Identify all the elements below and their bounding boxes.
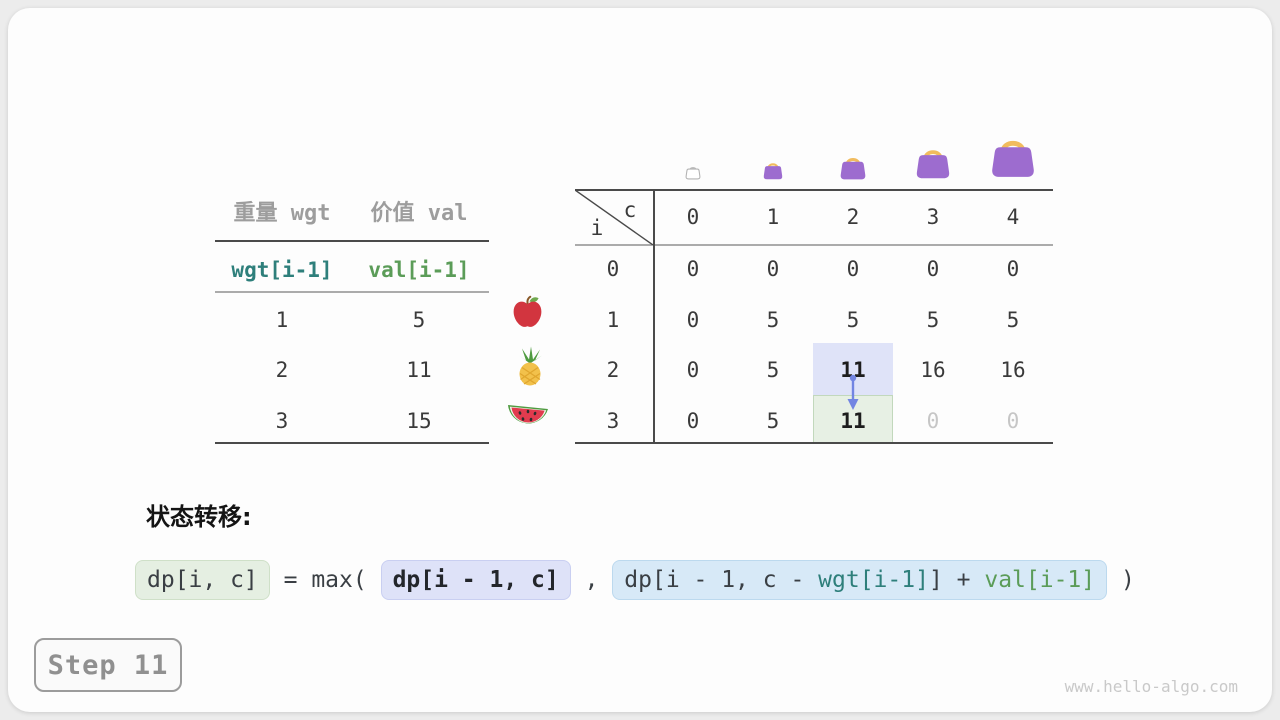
dp-col-header-2: 2 — [846, 205, 860, 229]
item-table-top-rule — [215, 240, 489, 242]
dp-cell-0-3: 0 — [926, 257, 940, 281]
item-weight-1: 1 — [275, 308, 289, 332]
formula-arg1-chip: dp[i - 1, c] — [380, 560, 571, 600]
formula-arg2-plus: + — [942, 567, 985, 593]
dp-cell-2-1: 5 — [766, 358, 780, 382]
bag-capacity-3-icon — [916, 150, 950, 179]
dp-cell-0-0: 0 — [686, 257, 700, 281]
bag-capacity-1-icon — [763, 163, 783, 180]
transition-formula: dp[i, c] = max( dp[i - 1, c] , dp[i - 1,… — [135, 558, 1135, 602]
dp-table-vertical-rule — [653, 189, 655, 444]
dp-cell-3-0: 0 — [686, 409, 700, 433]
formula-arg2-wgt: wgt[i-1] — [818, 567, 929, 593]
dp-row-header-2: 2 — [606, 358, 620, 382]
site-watermark: www.hello-algo.com — [1064, 677, 1238, 696]
dp-cell-2-4: 16 — [1000, 358, 1026, 382]
item-table-wgt-var: wgt[i-1] — [231, 258, 333, 282]
item-weight-2: 2 — [275, 358, 289, 382]
dp-cell-3-3: 0 — [926, 409, 940, 433]
formula-arg2-val: val[i-1] — [984, 567, 1096, 593]
formula-comma: , — [570, 567, 613, 593]
item-table-weight-header: 重量 wgt — [233, 201, 331, 226]
dp-table-top-rule — [575, 189, 1053, 191]
formula-arg2-chip: dp[i - 1, c - wgt[i-1]] + val[i-1] — [612, 560, 1108, 600]
transition-label: 状态转移: — [146, 503, 252, 531]
bag-capacity-2-icon — [840, 158, 866, 180]
dp-col-header-4: 4 — [1006, 205, 1020, 229]
dp-cell-2-3: 16 — [920, 358, 946, 382]
main-card — [8, 8, 1272, 712]
item-table-value-header: 价值 val — [370, 201, 468, 226]
step-badge-label: Step 11 — [47, 649, 169, 681]
dp-cell-1-4: 5 — [1006, 308, 1020, 332]
dp-cell-1-0: 0 — [686, 308, 700, 332]
dp-corner-col-var: c — [623, 198, 637, 222]
dp-cell-0-2: 0 — [846, 257, 860, 281]
dp-corner-row-var: i — [590, 216, 604, 240]
apple-icon — [513, 295, 542, 327]
formula-eq-max: = max( — [269, 567, 381, 593]
item-table-val-var: val[i-1] — [368, 258, 470, 282]
dp-row-header-1: 1 — [606, 308, 620, 332]
formula-lhs-chip: dp[i, c] — [135, 560, 270, 600]
bag-capacity-4-icon — [992, 140, 1034, 177]
step-badge: Step 11 — [34, 638, 182, 692]
formula-close-paren: ) — [1107, 567, 1135, 593]
dp-cell-0-1: 0 — [766, 257, 780, 281]
dp-row-header-0: 0 — [606, 257, 620, 281]
pineapple-icon — [519, 346, 542, 386]
item-value-3: 15 — [406, 409, 432, 433]
formula-arg2-prefix: dp[i - 1, c - — [624, 567, 819, 593]
dp-corner-diagonal — [575, 190, 653, 245]
dp-col-header-0: 0 — [686, 205, 700, 229]
item-value-1: 5 — [412, 308, 426, 332]
dp-table-bottom-rule — [575, 442, 1053, 444]
dp-cell-3-4: 0 — [1006, 409, 1020, 433]
item-table-mid-rule — [215, 291, 489, 293]
watermelon-icon — [508, 405, 548, 424]
formula-arg2-bracket: ] — [928, 567, 943, 593]
dp-cell-1-3: 5 — [926, 308, 940, 332]
dp-cell-1-1: 5 — [766, 308, 780, 332]
dp-cell-1-2: 5 — [846, 308, 860, 332]
item-value-2: 11 — [406, 358, 432, 382]
dp-row-header-3: 3 — [606, 409, 620, 433]
dp-cell-2-0: 0 — [686, 358, 700, 382]
item-weight-3: 3 — [275, 409, 289, 433]
dp-col-header-1: 1 — [766, 205, 780, 229]
item-table-bottom-rule — [215, 442, 489, 444]
bag-capacity-0-icon — [685, 167, 701, 180]
dp-cell-3-1: 5 — [766, 409, 780, 433]
transition-arrow-icon — [847, 374, 859, 410]
dp-cell-3-2: 11 — [840, 409, 866, 433]
dp-cell-0-4: 0 — [1006, 257, 1020, 281]
dp-table-header-rule — [575, 244, 1053, 246]
dp-col-header-3: 3 — [926, 205, 940, 229]
